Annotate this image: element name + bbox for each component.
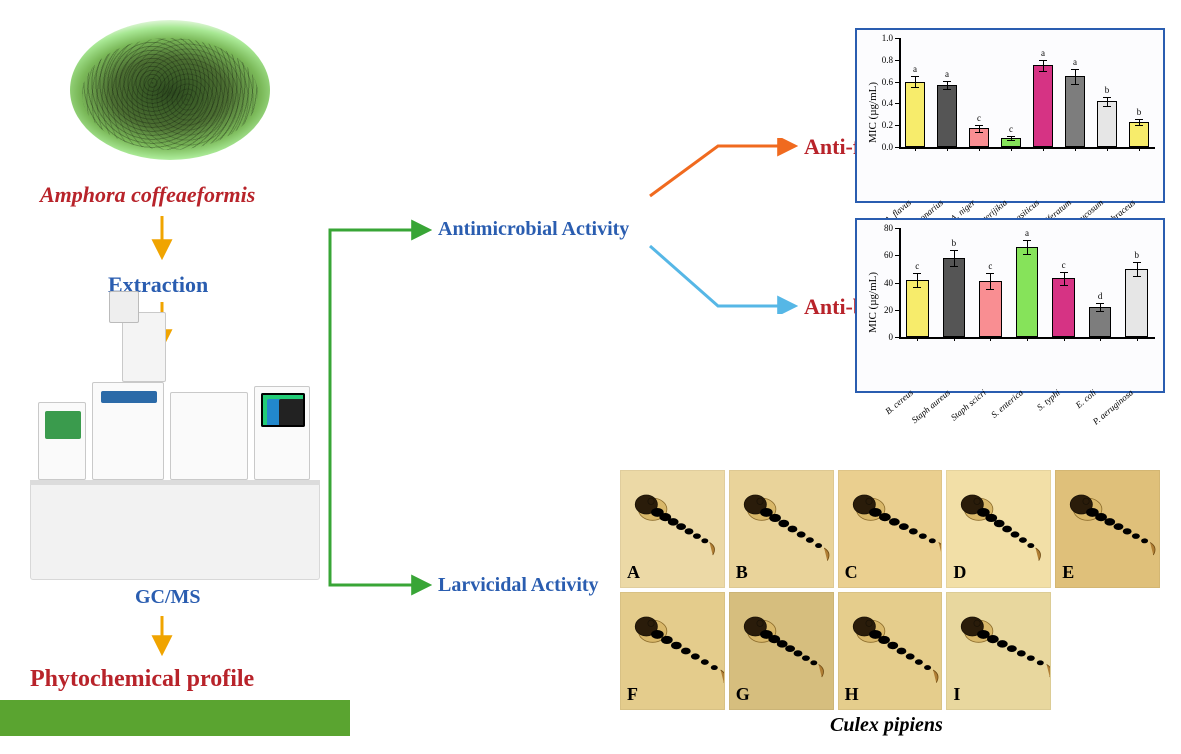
arrow-gcms-phyto xyxy=(150,614,174,660)
larvae-cell-letter: A xyxy=(627,562,640,583)
larvae-cell-letter: F xyxy=(627,684,638,705)
arrow-species-extraction xyxy=(150,214,174,264)
antifungal-chart: 0.00.20.40.60.81.0MIC (µg/mL)aA. flavusa… xyxy=(855,28,1165,203)
larvae-cell: E xyxy=(1055,470,1160,588)
larvae-cell-letter: C xyxy=(845,562,858,583)
larvae-cell-letter: D xyxy=(953,562,966,583)
larvae-cell: H xyxy=(838,592,943,710)
antimicrobial-label: Antimicrobial Activity xyxy=(438,218,629,241)
arrow-antibacterial xyxy=(648,244,798,314)
phytochemical-label: Phytochemical profile xyxy=(30,666,254,693)
larvae-cell: A xyxy=(620,470,725,588)
arrow-branch xyxy=(320,200,440,600)
larvae-cell: F xyxy=(620,592,725,710)
species-label: Amphora coffeaeformis xyxy=(40,182,255,208)
larvae-cell: D xyxy=(946,470,1051,588)
larvae-cell-letter: G xyxy=(736,684,750,705)
algae-illustration xyxy=(70,20,270,160)
larvae-cell: I xyxy=(946,592,1051,710)
larvae-cell: G xyxy=(729,592,834,710)
larvicidal-label: Larvicidal Activity xyxy=(438,574,599,597)
larvae-cell-letter: H xyxy=(845,684,859,705)
larvae-cell-letter: I xyxy=(953,684,960,705)
antibacterial-chart: 020406080MIC (µg/mL)cB. cereusbStaph aur… xyxy=(855,218,1165,393)
larvae-cell: C xyxy=(838,470,943,588)
larvae-cell-letter: E xyxy=(1062,562,1074,583)
larvae-cell: B xyxy=(729,470,834,588)
arrow-antifungal xyxy=(648,138,798,198)
gcms-label: GC/MS xyxy=(135,586,201,609)
larvae-cell-letter: B xyxy=(736,562,748,583)
larvae-caption: Culex pipiens xyxy=(830,714,943,737)
green-bar xyxy=(0,700,350,736)
larvae-grid: A B C D E F G H I xyxy=(620,470,1160,710)
gcms-illustration xyxy=(30,390,320,580)
